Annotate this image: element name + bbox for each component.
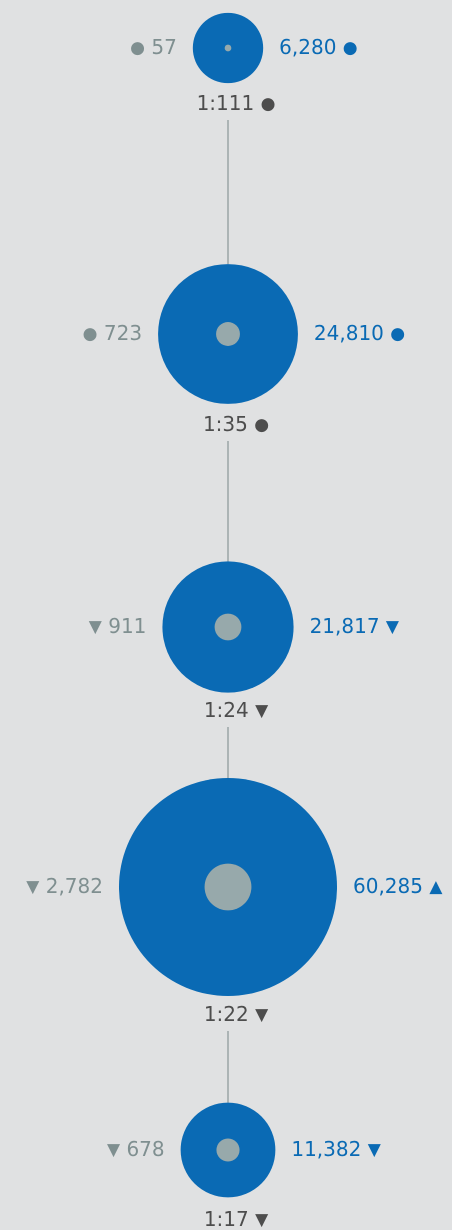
outer-label: 21,817 ▼ <box>310 614 400 638</box>
outer-icon: ▲ <box>429 877 443 897</box>
outer-icon: ▼ <box>386 617 400 637</box>
inner-icon: ● <box>83 324 98 344</box>
inner-bubble <box>214 613 242 641</box>
outer-label: 60,285 ▲ <box>353 874 443 898</box>
ratio-icon: ● <box>254 415 269 435</box>
outer-value: 60,285 <box>353 874 423 898</box>
inner-value: 2,782 <box>46 874 103 898</box>
ratio-icon: ▼ <box>255 701 269 721</box>
inner-icon: ▼ <box>89 617 103 637</box>
inner-value: 911 <box>108 614 146 638</box>
outer-icon: ▼ <box>368 1140 382 1160</box>
outer-icon: ● <box>343 38 358 58</box>
outer-value: 11,382 <box>291 1137 361 1161</box>
outer-value: 24,810 <box>314 321 384 345</box>
outer-label: 24,810 ● <box>314 321 405 345</box>
inner-label: ● 57 <box>130 35 177 59</box>
inner-bubble <box>224 44 232 52</box>
outer-label: 11,382 ▼ <box>291 1137 381 1161</box>
ratio-icon: ▼ <box>255 1005 269 1025</box>
ratio-icon: ● <box>261 94 276 114</box>
inner-value: 678 <box>126 1137 164 1161</box>
inner-bubble <box>216 322 240 346</box>
outer-label: 6,280 ● <box>279 35 357 59</box>
inner-icon: ▼ <box>26 877 40 897</box>
ratio-value: 1:24 <box>204 698 249 722</box>
outer-value: 6,280 <box>279 35 336 59</box>
inner-bubble <box>204 863 252 911</box>
ratio-value: 1:22 <box>204 1002 249 1026</box>
inner-bubble <box>216 1138 240 1162</box>
outer-value: 21,817 <box>310 614 380 638</box>
inner-label: ● 723 <box>83 321 142 345</box>
inner-icon: ● <box>130 38 145 58</box>
inner-label: ▼ 2,782 <box>26 874 103 898</box>
ratio-label: 1:35 ● <box>203 412 269 436</box>
ratio-label: 1:17 ▼ <box>204 1207 269 1230</box>
ratio-value: 1:111 <box>197 91 255 115</box>
inner-value: 723 <box>104 321 142 345</box>
ratio-value: 1:17 <box>204 1207 249 1230</box>
ratio-label: 1:24 ▼ <box>204 698 269 722</box>
inner-value: 57 <box>151 35 176 59</box>
inner-icon: ▼ <box>107 1140 121 1160</box>
ratio-value: 1:35 <box>203 412 248 436</box>
outer-icon: ● <box>390 324 405 344</box>
ratio-icon: ▼ <box>255 1210 269 1230</box>
inner-label: ▼ 911 <box>89 614 147 638</box>
ratio-label: 1:22 ▼ <box>204 1002 269 1026</box>
ratio-label: 1:111 ● <box>197 91 276 115</box>
inner-label: ▼ 678 <box>107 1137 165 1161</box>
